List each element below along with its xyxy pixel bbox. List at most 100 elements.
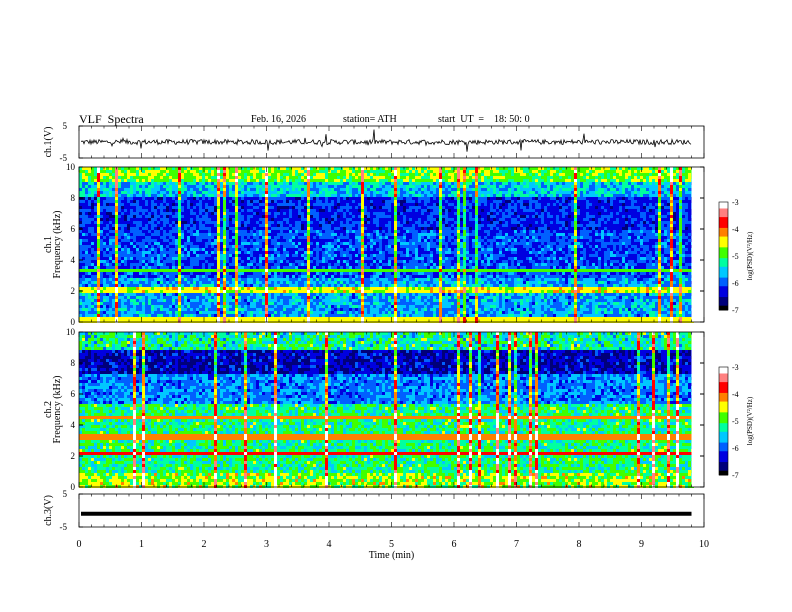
ch2_spectrogram-colorbar-tick: -4 (732, 390, 739, 399)
ch1_spectrogram-colorbar-cell (719, 240, 728, 244)
ch2_spectrogram-colorbar-cell (719, 414, 728, 418)
ch2_spectrogram-colorbar-cell (719, 436, 728, 439)
ch1_spectrogram-colorbar-cell (719, 256, 728, 259)
ch1_spectrogram-colorbar-cell (719, 305, 728, 309)
ch1_spectrogram-colorbar-cell (719, 249, 728, 253)
ch1_spectrogram-colorbar-tick: -6 (732, 279, 739, 288)
ch2_spectrogram-cells (79, 332, 694, 488)
ch2_spectrogram-colorbar-cell (719, 472, 728, 476)
ch1_spectrogram-colorbar-cell (719, 273, 728, 276)
ch1_spectrogram-colorbar-cell (719, 247, 728, 251)
ch1_spectrogram-colorbar-cell (719, 275, 728, 279)
ch3_waveform-ylabel: ch.3(V) (43, 495, 54, 526)
ch1_spectrogram-colorbar-cell (719, 214, 728, 218)
ch2_spectrogram-ytick-label: 2 (71, 451, 76, 461)
ch2_spectrogram-colorbar-cell (719, 388, 728, 392)
ch1_spectrogram-colorbar-cell (719, 264, 728, 268)
ch2_spectrogram-colorbar-cell (719, 416, 728, 420)
ch2_spectrogram-colorbar-cell (719, 423, 728, 426)
ch2_spectrogram-colorbar-cell (719, 397, 728, 400)
ch1_spectrogram-colorbar-cell (719, 204, 728, 207)
ch1_spectrogram-colorbar-cell (719, 206, 728, 209)
ch2_spectrogram-colorbar-label: log(PSD)(V²/Hz) (746, 396, 754, 445)
ch1_spectrogram-colorbar-cell (719, 232, 728, 235)
ch1_spectrogram-colorbar-cell (719, 288, 728, 292)
ch1_spectrogram-ytick-label: 2 (71, 286, 76, 296)
ch2_spectrogram-colorbar-cell (719, 399, 728, 403)
ch2_spectrogram-colorbar-cell (719, 453, 728, 457)
ch2_spectrogram-colorbar-cell (719, 408, 728, 411)
ch2_spectrogram-colorbar-cell (719, 367, 728, 370)
ch1_spectrogram-colorbar-cell (719, 230, 728, 233)
ch2_spectrogram-colorbar-cell (719, 451, 728, 454)
xtick-label: 4 (327, 539, 332, 550)
ch1_spectrogram-colorbar-cell (719, 253, 728, 257)
ch2_spectrogram-colorbar-cell (719, 382, 728, 385)
ch1_spectrogram-colorbar-cell (719, 301, 728, 305)
ch1_spectrogram-colorbar-cell (719, 281, 728, 285)
ch2_spectrogram-colorbar-cell (719, 464, 728, 467)
ch1_spectrogram-colorbar-cell (719, 290, 728, 294)
ch1_spectrogram-colorbar-cell (719, 303, 728, 307)
ch1_spectrogram-colorbar-cell (719, 225, 728, 229)
ch2_spectrogram-colorbar-cell (719, 371, 728, 374)
ch1_spectrogram-colorbar-cell (719, 266, 728, 270)
ch1_spectrogram-colorbar-cell (719, 219, 728, 222)
ch1_spectrogram-colorbar-cell (719, 223, 728, 227)
ch2_spectrogram-colorbar-cell (719, 410, 728, 413)
ch1_spectrogram-data-end-gap (691, 167, 704, 322)
ch2_spectrogram-colorbar-frame (718, 366, 729, 476)
ch2_spectrogram-colorbar-cell (719, 392, 728, 396)
ch2_spectrogram-colorbar-cell (719, 384, 728, 387)
ch2_spectrogram-colorbar-cell (719, 412, 728, 416)
ch1_waveform-trace (80, 129, 692, 152)
ch1_spectrogram-cells (79, 167, 694, 323)
ch2_spectrogram-ytick-label: 8 (71, 358, 76, 368)
ch2_spectrogram-colorbar-tick: -7 (732, 471, 739, 480)
ch1_spectrogram-colorbar-cell (719, 234, 728, 238)
ch2_spectrogram-colorbar-cell (719, 403, 728, 407)
ch1_spectrogram-colorbar-cell (719, 297, 728, 300)
xtick-label: 6 (452, 539, 457, 550)
ch1_spectrogram-colorbar-cell (719, 262, 728, 266)
ch1_spectrogram-colorbar-cell (719, 212, 728, 216)
station-label: station= ATH (343, 114, 397, 125)
ch2_spectrogram-ytick-label: 10 (66, 327, 76, 337)
ch1_spectrogram-colorbar-cell (719, 208, 728, 212)
ch2_spectrogram-ytick-label: 0 (71, 482, 76, 492)
ch2_spectrogram-colorbar-cell (719, 468, 728, 472)
ch1_spectrogram-colorbar-cell (719, 243, 728, 246)
ch2_spectrogram-colorbar-cell (719, 470, 728, 474)
ch2_spectrogram-colorbar-cell (719, 425, 728, 428)
ch2_spectrogram-colorbar-cell (719, 421, 728, 424)
xtick-label: 5 (389, 539, 394, 550)
ch2_spectrogram-colorbar-tick: -5 (732, 417, 739, 426)
ch1_spectrogram-colorbar-tick: -5 (732, 252, 739, 261)
ch3_waveform-ytick-label: 5 (63, 489, 68, 499)
ch2_spectrogram-colorbar-cell (719, 449, 728, 452)
x-axis-label: Time (min) (369, 550, 414, 561)
ch1_spectrogram-colorbar-cell (719, 227, 728, 231)
ch2_spectrogram-ytick-label: 4 (71, 420, 76, 430)
ch2_spectrogram-colorbar-cell (719, 431, 728, 435)
xtick-label: 3 (264, 539, 269, 550)
ch1_waveform-ylabel: ch.1(V) (43, 127, 54, 158)
ch1_spectrogram-ytick-label: 8 (71, 193, 76, 203)
xtick-label: 7 (514, 539, 519, 550)
ch1_spectrogram-colorbar-cell (719, 268, 728, 272)
xtick-label: 1 (139, 539, 144, 550)
ch1_spectrogram-colorbar-cell (719, 307, 728, 311)
ch2_spectrogram-colorbar-cell (719, 442, 728, 446)
ch2_spectrogram-colorbar-cell (719, 438, 728, 441)
ch2_spectrogram-colorbar-cell (719, 427, 728, 431)
ch1_spectrogram-colorbar-cell (719, 236, 728, 240)
ch2_spectrogram-colorbar-cell (719, 377, 728, 381)
ch1_spectrogram-colorbar-frame (718, 201, 729, 311)
ch2_spectrogram-ytick-label: 6 (71, 389, 76, 399)
ch2_spectrogram-colorbar-cell (719, 369, 728, 372)
xtick-label: 10 (699, 539, 709, 550)
ch2_spectrogram-colorbar-cell (719, 379, 728, 383)
xtick-label: 0 (77, 539, 82, 550)
ch2_spectrogram-data-end-gap (691, 332, 704, 487)
ch1_spectrogram-colorbar-cell (719, 238, 728, 242)
